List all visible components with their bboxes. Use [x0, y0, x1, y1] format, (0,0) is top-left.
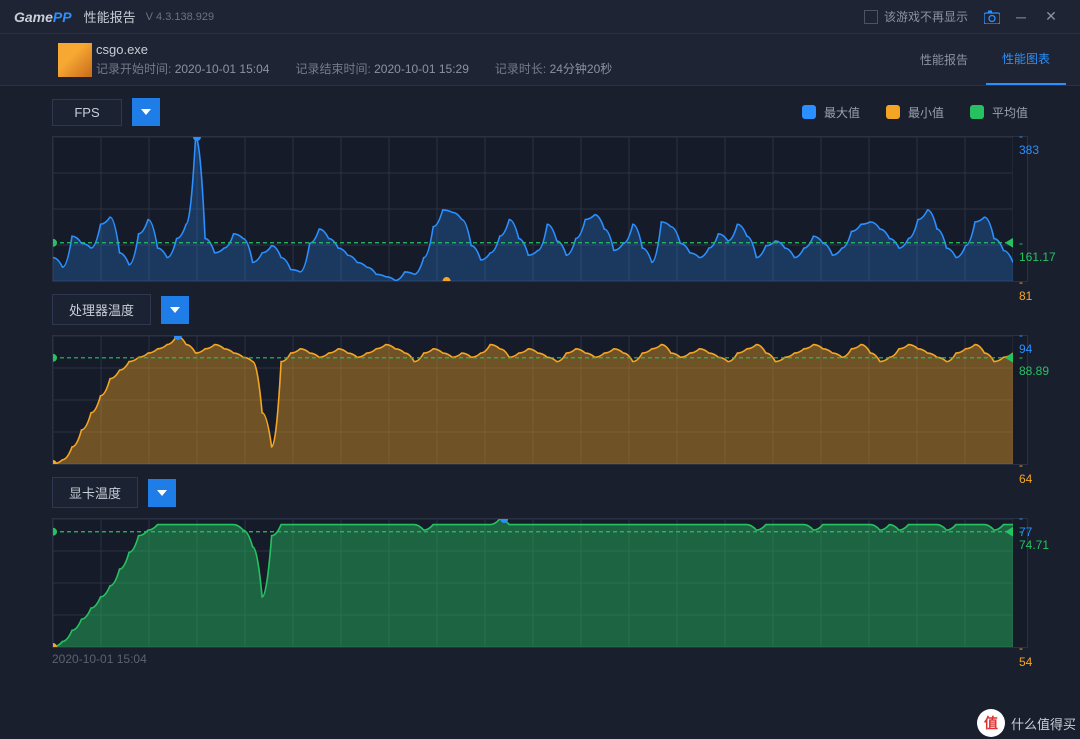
chart-legend: 最大值 最小值 平均值 — [802, 104, 1028, 121]
chart-gpu_temp: 显卡温度 - 77 - 74.71 - 54 2020-10-01 15:04 — [52, 477, 1028, 666]
avg-value-fps: - 161.17 — [1019, 236, 1056, 264]
app-logo: GamePP — [14, 9, 72, 25]
camera-icon[interactable] — [978, 3, 1006, 31]
info-meta: 记录开始时间: 2020-10-01 15:04 记录结束时间: 2020-10… — [96, 60, 612, 77]
chart-title-cpu_temp: 处理器温度 — [52, 294, 151, 325]
chart-dropdown-cpu_temp[interactable] — [161, 296, 189, 324]
chart-body-fps: - 383 - 161.17 - 81 — [52, 136, 1028, 282]
min-value-fps: - 81 — [1019, 275, 1032, 303]
chart-body-cpu_temp: - 94 - 88.89 - 64 — [52, 335, 1028, 465]
chart-cpu_temp: 处理器温度 - 94 - 88.89 - 64 — [52, 294, 1028, 465]
chart-title-gpu_temp: 显卡温度 — [52, 477, 138, 508]
chart-body-gpu_temp: - 77 - 74.71 - 54 — [52, 518, 1028, 648]
avg-value-cpu_temp: - 88.89 — [1019, 350, 1049, 378]
time-axis-label: 2020-10-01 15:04 — [52, 652, 1028, 666]
hide-game-checkbox[interactable] — [864, 10, 878, 24]
watermark: 值 什么值得买 — [977, 709, 1076, 737]
titlebar-version: V 4.3.138.929 — [146, 11, 215, 23]
legend-min-label: 最小值 — [908, 104, 944, 121]
tab-chart[interactable]: 性能图表 — [986, 34, 1066, 85]
legend-max-label: 最大值 — [824, 104, 860, 121]
exe-name: csgo.exe — [96, 42, 612, 57]
legend-avg-label: 平均值 — [992, 104, 1028, 121]
chart-dropdown-fps[interactable] — [132, 98, 160, 126]
min-value-cpu_temp: - 64 — [1019, 458, 1032, 486]
charts-area: FPS 最大值 最小值 平均值 - 383 - 161.17 - 81 — [0, 86, 1080, 666]
tabs: 性能报告 性能图表 — [904, 34, 1066, 85]
max-value-fps: - 383 — [1019, 129, 1039, 157]
chart-fps: FPS 最大值 最小值 平均值 - 383 - 161.17 - 81 — [52, 98, 1028, 282]
minimize-button[interactable]: ─ — [1006, 3, 1036, 31]
watermark-text: 什么值得买 — [1011, 714, 1076, 733]
game-icon — [58, 43, 92, 77]
chart-dropdown-gpu_temp[interactable] — [148, 479, 176, 507]
hide-game-label: 该游戏不再显示 — [884, 8, 968, 25]
avg-value-gpu_temp: - 74.71 — [1019, 524, 1049, 552]
titlebar-title: 性能报告 — [84, 7, 136, 26]
min-value-gpu_temp: - 54 — [1019, 641, 1032, 669]
titlebar: GamePP 性能报告 V 4.3.138.929 该游戏不再显示 ─ ✕ — [0, 0, 1080, 34]
close-button[interactable]: ✕ — [1036, 3, 1066, 31]
info-row: csgo.exe 记录开始时间: 2020-10-01 15:04 记录结束时间… — [0, 34, 1080, 86]
tab-report[interactable]: 性能报告 — [904, 34, 984, 85]
chart-title-fps: FPS — [52, 99, 122, 126]
watermark-icon: 值 — [977, 709, 1005, 737]
